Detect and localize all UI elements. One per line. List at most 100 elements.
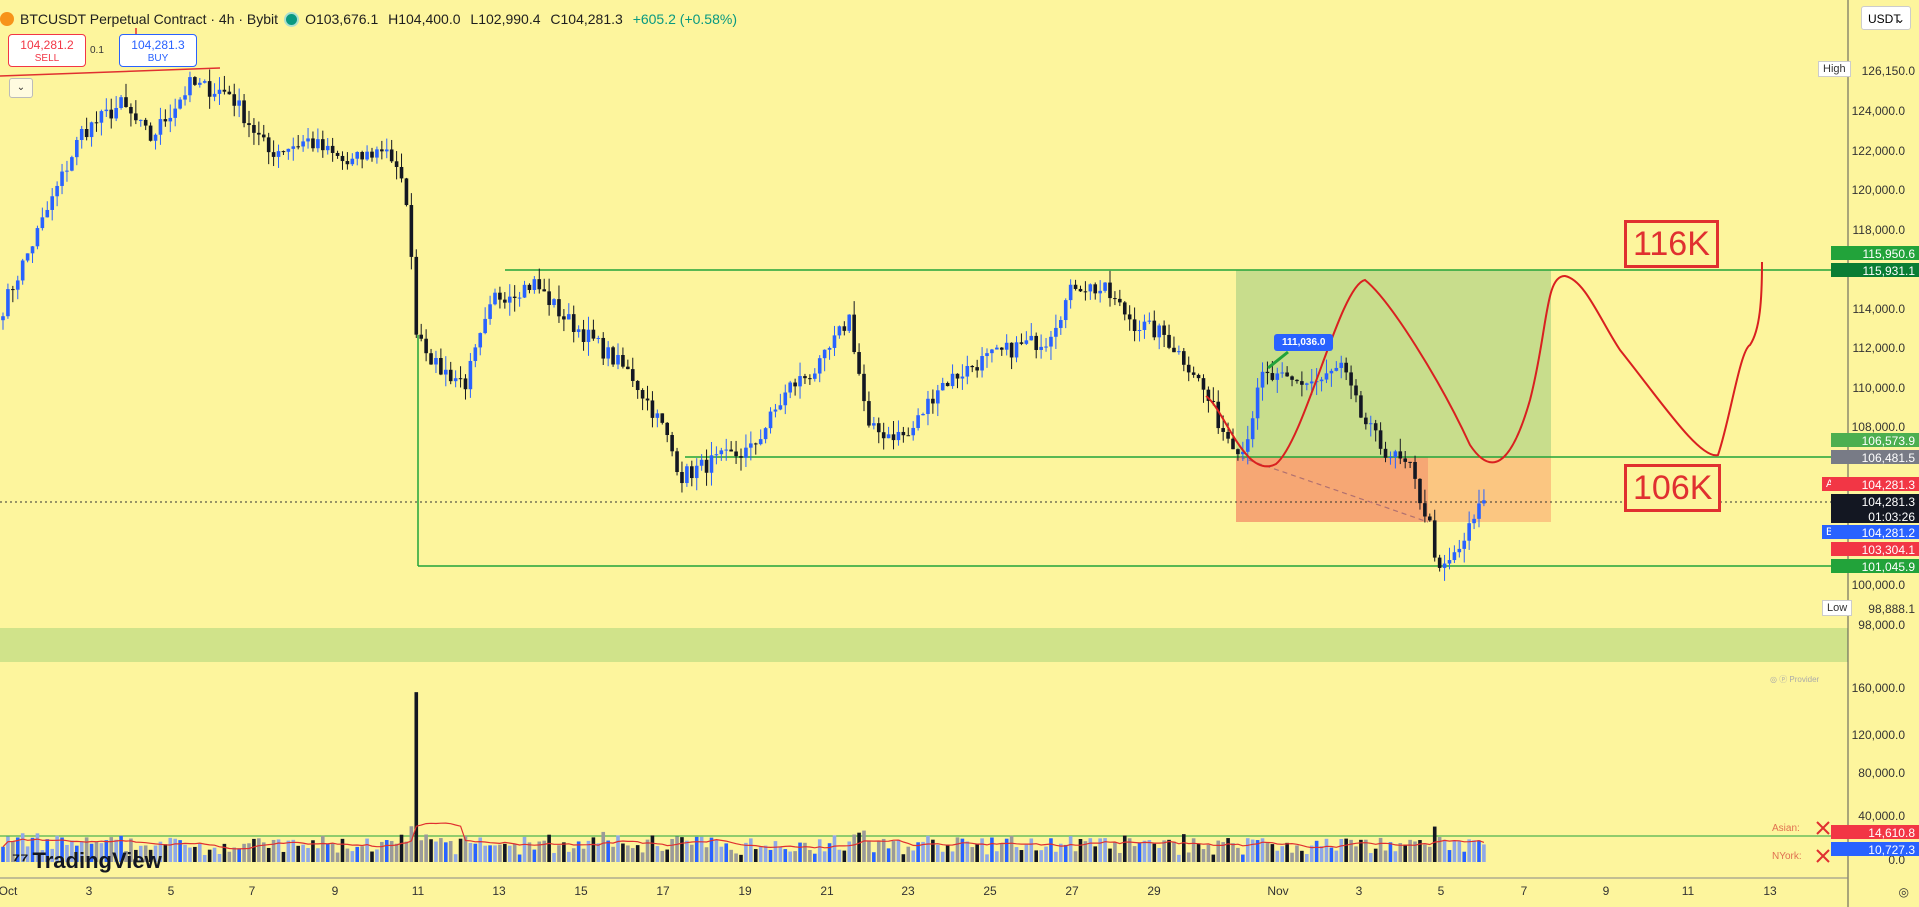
candle[interactable] (458, 378, 463, 380)
candle[interactable] (40, 217, 45, 229)
candle[interactable] (621, 355, 625, 367)
candle[interactable] (478, 333, 483, 348)
candle[interactable] (670, 435, 674, 452)
candle[interactable] (896, 431, 901, 441)
candle[interactable] (960, 376, 965, 379)
candle[interactable] (173, 108, 177, 118)
candle[interactable] (862, 373, 866, 402)
candle[interactable] (70, 157, 74, 171)
candle[interactable] (527, 284, 532, 290)
candle[interactable] (1014, 342, 1019, 358)
candle[interactable] (936, 390, 940, 404)
candle[interactable] (217, 89, 222, 94)
candle[interactable] (89, 122, 94, 138)
candle[interactable] (419, 334, 423, 339)
candle[interactable] (321, 139, 325, 151)
close-icon[interactable] (1816, 849, 1830, 863)
candle[interactable] (931, 398, 935, 404)
candle[interactable] (266, 137, 271, 153)
candle[interactable] (498, 292, 502, 300)
candle[interactable] (1177, 351, 1181, 353)
candle[interactable] (242, 100, 246, 124)
candle[interactable] (1477, 503, 1481, 519)
candle[interactable] (380, 149, 384, 152)
candle[interactable] (886, 434, 891, 439)
candle[interactable] (827, 347, 832, 350)
candle[interactable] (842, 326, 847, 331)
candle[interactable] (1196, 374, 1201, 379)
candle[interactable] (94, 122, 99, 124)
candle[interactable] (188, 77, 192, 96)
candle[interactable] (847, 314, 852, 331)
candle[interactable] (1452, 552, 1457, 561)
candle[interactable] (724, 449, 729, 451)
candle[interactable] (1408, 461, 1412, 463)
candle[interactable] (552, 299, 556, 306)
candle[interactable] (1118, 298, 1122, 303)
candle[interactable] (1103, 282, 1107, 291)
candle[interactable] (340, 155, 345, 162)
candle[interactable] (685, 466, 689, 484)
candle[interactable] (222, 89, 227, 92)
candle[interactable] (1270, 373, 1275, 380)
candle[interactable] (1413, 461, 1417, 479)
target-label-106k[interactable]: 106K (1624, 464, 1722, 512)
candle[interactable] (517, 297, 522, 299)
candle[interactable] (1275, 373, 1280, 380)
candle[interactable] (434, 357, 438, 365)
candle[interactable] (1029, 335, 1034, 341)
candle[interactable] (296, 146, 300, 148)
candle[interactable] (330, 145, 335, 153)
candle[interactable] (798, 376, 802, 387)
candle[interactable] (822, 349, 827, 359)
candle[interactable] (1122, 302, 1127, 315)
candle[interactable] (1182, 351, 1186, 365)
candle[interactable] (1098, 290, 1102, 294)
candle[interactable] (645, 398, 650, 401)
candle[interactable] (473, 347, 478, 361)
candle[interactable] (207, 81, 212, 97)
candle[interactable] (1172, 347, 1176, 353)
candle[interactable] (1024, 340, 1029, 344)
candle[interactable] (286, 148, 291, 152)
candle[interactable] (876, 423, 881, 433)
currency-select[interactable]: USDT ⌄ (1861, 6, 1911, 30)
candle[interactable] (1009, 342, 1014, 358)
candle[interactable] (950, 373, 955, 387)
candle[interactable] (360, 151, 364, 160)
candle[interactable] (1428, 516, 1432, 521)
candle[interactable] (714, 454, 719, 456)
candle[interactable] (1245, 439, 1250, 452)
candle[interactable] (660, 413, 665, 423)
candle[interactable] (906, 435, 911, 437)
candle[interactable] (291, 146, 296, 149)
candle[interactable] (803, 376, 807, 379)
candle[interactable] (301, 141, 305, 147)
candle[interactable] (635, 380, 640, 391)
candle[interactable] (1383, 448, 1388, 458)
buy-button[interactable]: 104,281.3 BUY (119, 34, 197, 67)
candle[interactable] (212, 93, 217, 97)
candle[interactable] (601, 337, 606, 359)
candle[interactable] (562, 316, 566, 320)
candle[interactable] (606, 347, 610, 359)
projection-drawing[interactable] (1205, 261, 1763, 468)
candle[interactable] (6, 289, 10, 317)
candle[interactable] (79, 129, 84, 140)
tradingview-logo[interactable]: ⁷⁷ TradingView (12, 848, 162, 874)
candle[interactable] (729, 449, 733, 452)
candle[interactable] (995, 347, 999, 350)
candle[interactable] (999, 347, 1004, 350)
candle[interactable] (1162, 325, 1166, 335)
candle[interactable] (193, 77, 197, 85)
candle[interactable] (626, 366, 630, 370)
candle[interactable] (1368, 423, 1373, 425)
candle[interactable] (1359, 395, 1363, 418)
candle[interactable] (35, 228, 40, 247)
candle[interactable] (306, 138, 310, 142)
candle[interactable] (591, 329, 596, 339)
candle[interactable] (1378, 430, 1383, 449)
candle[interactable] (512, 296, 517, 298)
candle[interactable] (404, 178, 409, 206)
candle[interactable] (630, 369, 635, 381)
